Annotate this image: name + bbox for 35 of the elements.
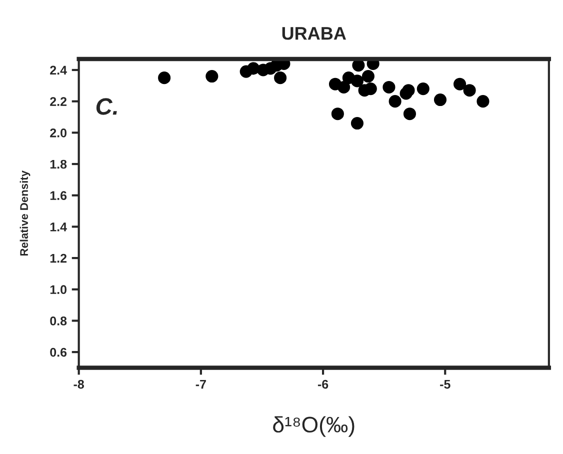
y-tick-label: 0.6	[50, 348, 67, 357]
x-tick-label: -8	[74, 380, 84, 389]
point	[463, 84, 476, 97]
y-tick-label: 1.0	[50, 285, 67, 294]
y-tick-label: 2.0	[50, 128, 67, 138]
y-tick-label: 2.2	[50, 97, 67, 106]
y-tick-label: 1.4	[50, 222, 67, 232]
y-axis-title: Relative Density	[20, 170, 30, 256]
point	[434, 93, 447, 106]
point	[416, 82, 430, 96]
point	[382, 80, 396, 94]
point	[402, 84, 415, 97]
point	[403, 108, 416, 120]
x-axis-title: δ¹⁸O(‰)	[273, 416, 354, 437]
chart-title: URABA	[282, 27, 346, 40]
point	[350, 116, 364, 130]
x-tick-label: -7	[196, 380, 206, 389]
point	[362, 70, 374, 83]
y-tick-label: 1.8	[50, 160, 67, 169]
point	[388, 95, 402, 108]
point	[338, 80, 350, 94]
y-tick-label: 2.4	[50, 66, 67, 75]
point	[158, 72, 171, 84]
point	[454, 78, 466, 90]
point	[350, 74, 364, 88]
x-tick-label: -5	[440, 380, 450, 389]
point	[476, 95, 490, 108]
y-tick-label: 1.6	[50, 191, 67, 200]
point	[206, 70, 218, 83]
annotation: C.	[96, 98, 117, 115]
point	[331, 108, 344, 120]
y-tick-label: 0.8	[50, 316, 67, 326]
y-tick-label: 1.2	[50, 254, 67, 263]
point	[274, 72, 287, 84]
x-tick-label: -6	[318, 380, 328, 389]
